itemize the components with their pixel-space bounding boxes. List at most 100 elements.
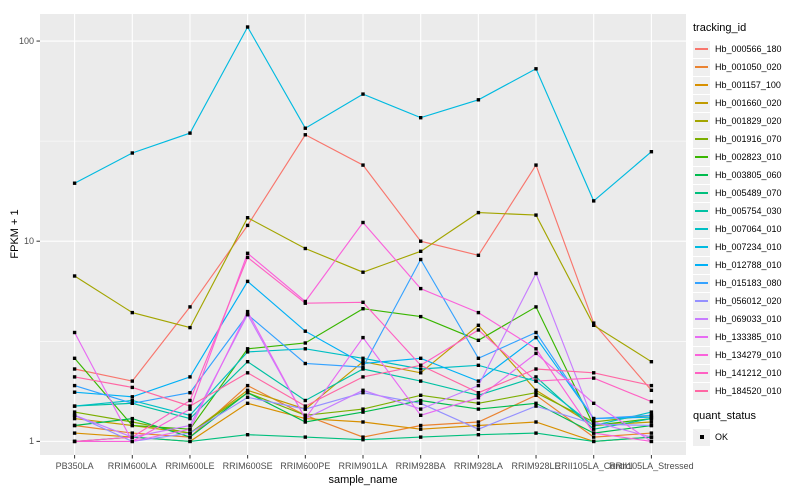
legend-item: Hb_005754_030: [693, 202, 800, 220]
data-point-marker: [419, 363, 423, 367]
data-point-marker: [245, 279, 250, 284]
data-point-marker: [303, 407, 307, 411]
data-point-marker: [592, 422, 596, 426]
data-point-marker: [130, 423, 134, 428]
data-point-marker: [534, 335, 538, 340]
data-point-marker: [419, 379, 423, 383]
data-point-marker: [534, 393, 538, 397]
legend-item: Hb_134279_010: [693, 346, 800, 364]
data-point-marker: [534, 404, 538, 408]
legend-key: [693, 328, 710, 346]
data-point-marker: [130, 439, 134, 444]
data-point-marker: [72, 330, 77, 335]
x-axis-title: sample_name: [328, 474, 398, 486]
y-axis-title: FPKM + 1: [9, 209, 21, 259]
data-point-marker: [592, 321, 596, 325]
legend-title-quant-status: quant_status: [693, 410, 756, 422]
data-point-marker: [592, 401, 596, 405]
data-point-marker: [130, 431, 134, 435]
data-point-marker: [361, 388, 365, 392]
x-tick-label: RRIM928LA: [453, 461, 503, 471]
data-point-marker: [303, 301, 307, 305]
data-point-marker: [188, 404, 192, 408]
legend-line-swatch-icon: [695, 120, 708, 122]
legend-item: Hb_007234_010: [693, 238, 800, 256]
data-point-marker: [245, 251, 250, 255]
data-point-marker: [361, 435, 365, 439]
data-point-marker: [476, 363, 481, 367]
data-point-marker: [476, 210, 481, 215]
data-point-marker: [361, 92, 365, 96]
data-point-marker: [476, 423, 481, 428]
data-point-marker: [361, 375, 365, 379]
legend-key: [693, 58, 710, 76]
data-point-marker: [303, 361, 307, 366]
data-point-marker: [361, 335, 365, 340]
x-tick-label: RRIM928LE: [511, 461, 561, 471]
data-point-marker: [245, 25, 250, 29]
legend-item-label: Hb_001660_020: [715, 98, 782, 108]
data-point-marker: [188, 407, 192, 411]
data-point-marker: [130, 385, 134, 390]
data-point-marker: [649, 410, 654, 414]
legend-key-ok: [693, 428, 710, 446]
x-tick-label: RRIM600SE: [222, 461, 273, 471]
data-point-marker: [72, 410, 77, 414]
data-point-marker: [419, 116, 423, 120]
data-point-marker: [72, 439, 77, 444]
data-point-marker: [476, 310, 481, 315]
legend-item-label: Hb_141212_010: [715, 368, 782, 378]
data-point-marker: [303, 404, 307, 408]
legend-line-swatch-icon: [695, 210, 708, 212]
data-point-marker: [649, 388, 654, 392]
data-point-marker: [649, 150, 654, 154]
legend-item-label: Hb_001916_070: [715, 134, 782, 144]
data-point-marker: [188, 398, 192, 403]
data-point-marker: [72, 390, 77, 394]
data-point-marker: [419, 393, 423, 397]
legend-item: Hb_002823_010: [693, 148, 800, 166]
legend-key: [693, 256, 710, 274]
data-point-marker: [361, 367, 365, 371]
legend-key: [693, 76, 710, 94]
data-point-marker: [188, 305, 192, 309]
legend-title-tracking-id: tracking_id: [693, 22, 747, 34]
data-point-marker: [534, 388, 538, 392]
legend-line-swatch-icon: [695, 372, 708, 374]
legend-item-ok: OK: [693, 428, 800, 446]
legend-item-label: Hb_001157_100: [715, 80, 781, 90]
data-point-marker: [534, 367, 538, 371]
legend-key: [693, 148, 710, 166]
ok-square-marker-icon: [699, 435, 704, 439]
x-tick-label: RRII105LA_Control: [554, 461, 633, 471]
legend-line-swatch-icon: [695, 246, 708, 248]
data-point-marker: [476, 328, 481, 332]
data-point-marker: [245, 383, 250, 388]
legend-items: Hb_000566_180 Hb_001050_020 Hb_001157_100 H…: [693, 40, 800, 400]
legend-item-label: Hb_069033_010: [715, 314, 782, 324]
y-tick-label: 1: [28, 436, 34, 447]
data-point-marker: [188, 427, 192, 431]
legend-key: [693, 382, 710, 400]
data-point-marker: [476, 356, 481, 360]
data-point-marker: [130, 401, 134, 405]
data-point-marker: [361, 163, 365, 167]
data-point-marker: [72, 404, 77, 408]
data-point-marker: [476, 383, 481, 388]
data-point-marker: [245, 433, 250, 437]
legend-item-label: Hb_000566_180: [715, 44, 782, 54]
legend-key: [693, 130, 710, 148]
data-point-marker: [188, 131, 192, 135]
data-point-marker: [245, 312, 250, 317]
legend-line-swatch-icon: [695, 300, 708, 302]
legend-item-label: Hb_005754_030: [715, 206, 782, 216]
data-point-marker: [649, 399, 654, 404]
data-point-marker: [303, 435, 307, 439]
data-point-marker: [361, 361, 365, 366]
legend-item-label: Hb_003805_060: [715, 170, 782, 180]
data-point-marker: [245, 401, 250, 405]
legend-line-swatch-icon: [695, 336, 708, 338]
data-point-marker: [419, 435, 423, 439]
